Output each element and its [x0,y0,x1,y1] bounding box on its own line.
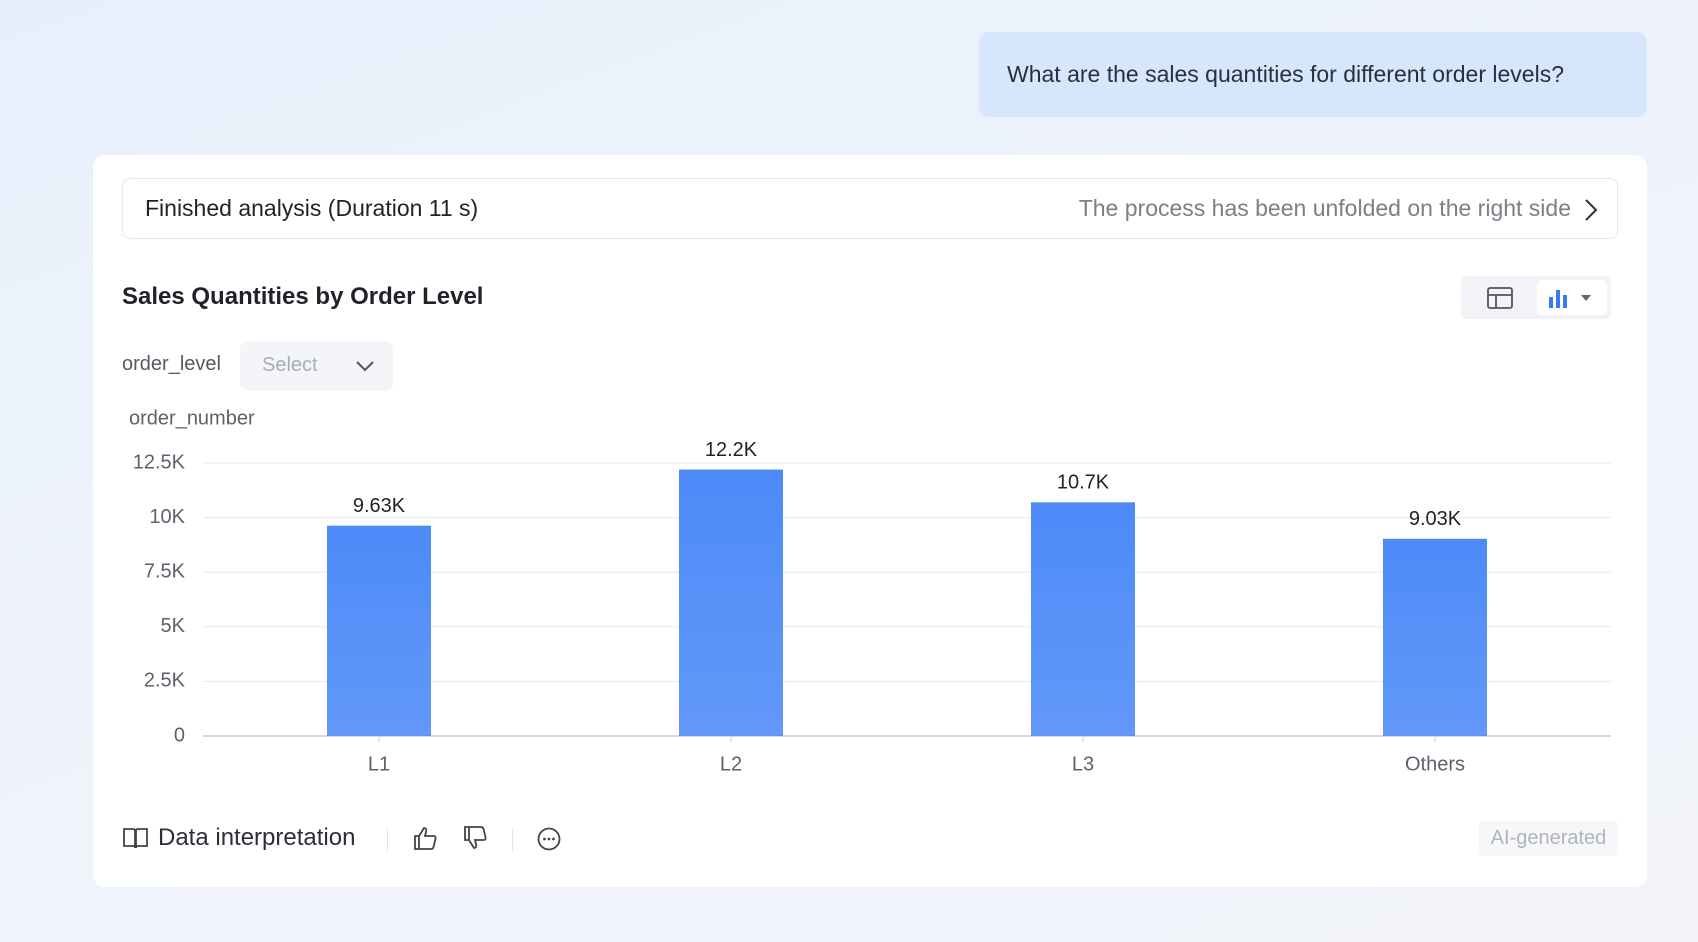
chart: order_number 0 2.5K 5K 7.5K 10K 12.5K L1 9.63K L… [129,407,1611,775]
value-label: 10.7K [1057,472,1110,494]
x-tick-label: L1 [368,753,390,775]
dropdown-icon [356,361,374,372]
y-tick-label: 0 [174,724,185,746]
bar [327,525,431,736]
value-label: 9.03K [1409,508,1462,530]
bar [679,469,783,736]
x-tick-label: Others [1405,753,1465,775]
analysis-status: Finished analysis (Duration 11 s) [145,195,479,221]
chevron-icon [1585,199,1598,221]
bar [1031,502,1135,736]
y-tick-label: 7.5K [144,560,186,582]
bar-chart-icon [1549,290,1591,308]
comment-button[interactable] [536,826,562,852]
y-tick-label: 10K [149,506,185,528]
bar [1383,538,1487,736]
chart-title: Sales Quantities by Order Level [122,283,484,310]
filter-label: order_level [122,353,221,375]
y-tick-label: 2.5K [144,670,186,692]
dislike-button[interactable] [462,825,488,851]
x-tick-label: L3 [1072,753,1094,775]
filter-select[interactable]: Select [240,341,393,391]
answer-card [93,155,1647,887]
separator [387,828,388,852]
y-tick-label: 12.5K [133,451,186,473]
chart-view-button[interactable] [1537,280,1607,315]
analysis-bar[interactable]: Finished analysis (Duration 11 s) The pr… [122,178,1618,239]
book-icon [123,828,148,849]
like-button[interactable] [412,825,438,851]
analysis-hint: The process has been unfolded on the rig… [1078,195,1571,221]
interpretation-button[interactable]: Data interpretation [158,824,356,851]
ai-badge: AI-generated [1479,821,1618,856]
value-label: 12.2K [705,439,758,461]
value-label: 9.63K [353,495,406,517]
x-tick-label: L2 [720,753,742,775]
y-tick-label: 5K [161,615,186,637]
y-axis-title: order_number [129,407,255,429]
question-bubble: What are the sales quantities for differ… [979,32,1647,117]
table-view-button[interactable] [1486,286,1514,310]
view-toggle [1461,276,1611,319]
separator [512,828,513,852]
select-placeholder: Select [262,354,318,376]
